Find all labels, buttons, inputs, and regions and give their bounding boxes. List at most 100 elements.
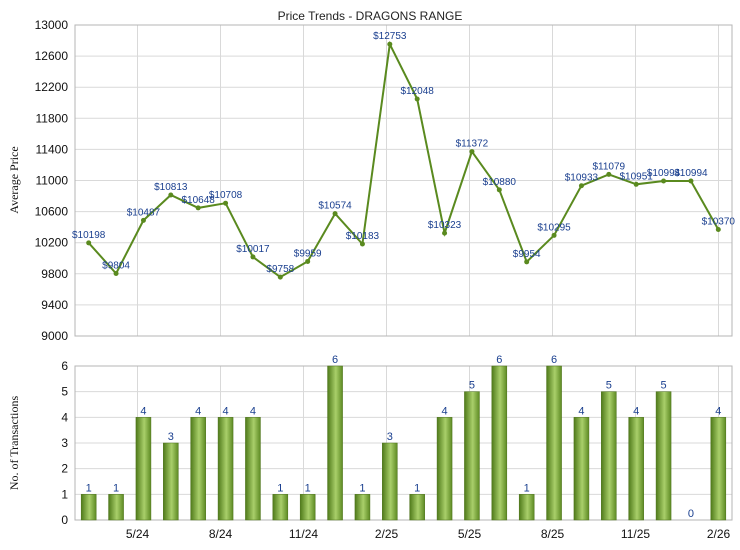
transactions-bar: [299, 494, 316, 521]
x-tick-label: 5/25: [458, 527, 482, 541]
transactions-data-label: 1: [86, 482, 92, 494]
price-data-label: $10994: [674, 168, 708, 179]
price-data-label: $10574: [318, 201, 352, 212]
transactions-data-label: 4: [578, 405, 584, 417]
transactions-bar: [546, 365, 562, 521]
price-y-tick-label: 10600: [35, 205, 69, 219]
price-data-label: $10198: [72, 230, 106, 241]
transactions-data-label: 0: [688, 508, 694, 520]
transactions-data-label: 1: [524, 482, 530, 494]
transactions-data-label: 4: [442, 405, 448, 417]
price-y-tick-label: 9400: [41, 298, 68, 312]
transactions-bar: [327, 365, 343, 521]
price-point: [661, 178, 667, 184]
transactions-bar: [108, 494, 124, 521]
price-point: [332, 211, 338, 217]
transactions-bar: [245, 417, 261, 521]
transactions-data-label: 1: [305, 482, 311, 494]
price-point: [715, 226, 721, 232]
transactions-data-label: 4: [195, 405, 201, 417]
price-y-tick-label: 12200: [35, 80, 69, 94]
price-point: [578, 183, 584, 189]
price-y-tick-label: 12600: [35, 49, 69, 63]
price-data-label: $11372: [456, 139, 489, 150]
price-data-label: $10880: [483, 177, 517, 188]
price-point: [359, 241, 365, 247]
price-point: [250, 254, 256, 260]
chart-title: Price Trends - DRAGONS RANGE: [278, 9, 463, 23]
transactions-data-label: 6: [551, 354, 557, 366]
transactions-y-tick-label: 2: [61, 462, 68, 476]
price-point: [633, 181, 639, 187]
transactions-bar: [409, 494, 425, 521]
price-plot-frame: [74, 24, 733, 337]
transactions-bar: [163, 442, 179, 521]
price-point: [168, 192, 174, 198]
price-data-label: $10813: [154, 182, 188, 193]
transactions-bar: [601, 391, 617, 521]
transactions-data-label: 3: [168, 431, 174, 443]
transactions-bar: [628, 417, 644, 521]
x-tick-label: 2/25: [375, 527, 399, 541]
transactions-data-label: 5: [469, 380, 475, 392]
price-y-tick-label: 9000: [41, 329, 68, 343]
transactions-data-label: 1: [113, 482, 119, 494]
price-point: [414, 96, 420, 102]
transactions-bar: [354, 494, 371, 521]
transactions-data-label: 1: [414, 482, 420, 494]
price-data-label: $9758: [266, 264, 294, 275]
price-point: [688, 178, 694, 184]
price-point: [195, 205, 201, 211]
price-data-label: $9804: [102, 260, 130, 271]
price-data-label: $10323: [428, 220, 462, 231]
transactions-y-tick-label: 3: [61, 436, 68, 450]
transactions-data-label: 1: [359, 482, 365, 494]
transactions-data-label: 6: [332, 354, 338, 366]
price-data-label: $10295: [537, 222, 571, 233]
price-point: [113, 270, 119, 276]
transactions-bar: [382, 442, 398, 521]
x-tick-label: 5/24: [126, 527, 150, 541]
price-panel: 9000 9400 9800 10200 10600 11000 11400 11800 122…: [35, 18, 736, 343]
price-y-tick-label: 11400: [36, 142, 69, 156]
price-data-label: $10487: [127, 207, 161, 218]
transactions-data-label: 6: [496, 354, 502, 366]
price-point: [305, 258, 311, 264]
price-y-tick-label: 11800: [36, 111, 69, 125]
price-point: [442, 230, 448, 236]
price-point: [469, 149, 475, 155]
price-y-tick-label: 10200: [35, 236, 69, 250]
price-point: [387, 41, 393, 47]
transactions-y-tick-label: 5: [61, 385, 68, 399]
price-series-line: [87, 40, 720, 279]
x-tick-label: 8/24: [209, 527, 233, 541]
transactions-y-tick-label: 4: [61, 410, 68, 424]
transactions-bar: [80, 494, 97, 521]
price-data-label: $12753: [373, 31, 407, 42]
transactions-data-label: 4: [633, 405, 639, 417]
transactions-data-label: 4: [715, 405, 721, 417]
transactions-y-tick-label: 0: [61, 513, 68, 527]
price-data-label: $10951: [620, 171, 654, 182]
transactions-data-label: 4: [140, 405, 146, 417]
transactions-bar: [217, 417, 234, 521]
x-tick-label: 11/25: [621, 527, 650, 541]
transactions-data-label: 1: [277, 482, 283, 494]
transactions-bar: [135, 417, 152, 521]
transactions-bar: [573, 417, 590, 521]
price-data-label: $10933: [565, 173, 599, 184]
transactions-data-label: 5: [606, 380, 612, 392]
price-data-label: $10370: [702, 216, 736, 227]
transactions-data-label: 5: [661, 380, 667, 392]
price-data-label: $12048: [401, 86, 435, 97]
price-point: [86, 240, 92, 246]
price-y-tick-label: 13000: [35, 18, 69, 32]
price-y-tick-label: 9800: [41, 267, 68, 281]
transactions-bar: [190, 417, 206, 521]
price-data-label: $10183: [346, 231, 380, 242]
price-point: [140, 217, 146, 223]
transactions-plot-frame: [74, 365, 733, 521]
